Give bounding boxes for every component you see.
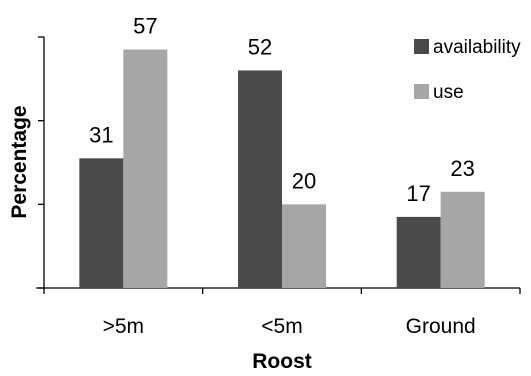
data-label-availability: 31: [89, 122, 113, 147]
data-label-use: 20: [292, 168, 316, 193]
data-label-availability: 52: [248, 34, 272, 59]
legend: availability use: [414, 37, 521, 103]
data-label-use: 57: [133, 14, 157, 39]
bars: [79, 49, 485, 288]
bar-availability: [79, 158, 124, 288]
x-tick-label: >5m: [103, 315, 144, 338]
x-tick-label: Ground: [406, 315, 476, 338]
legend-swatch-availability: [414, 39, 429, 54]
bar-availability: [396, 216, 441, 288]
bar-use: [123, 49, 168, 288]
bar-availability: [238, 70, 282, 288]
y-ticks: [38, 36, 44, 289]
x-tick-labels: >5m <5m Ground: [103, 315, 476, 338]
data-label-availability: 17: [406, 181, 430, 206]
legend-swatch-use: [414, 84, 429, 99]
data-label-use: 23: [450, 156, 474, 181]
bar-labels: 31 57 52 20 17 23: [89, 14, 475, 206]
bar-use: [440, 191, 485, 288]
x-tick-label: <5m: [261, 315, 302, 338]
x-axis-title: Roost: [252, 350, 312, 373]
legend-label-use: use: [433, 82, 464, 103]
legend-label-availability: availability: [433, 37, 521, 58]
x-ticks: [43, 288, 521, 294]
y-axis-title: Percentage: [8, 105, 31, 218]
bar-use: [282, 204, 326, 288]
